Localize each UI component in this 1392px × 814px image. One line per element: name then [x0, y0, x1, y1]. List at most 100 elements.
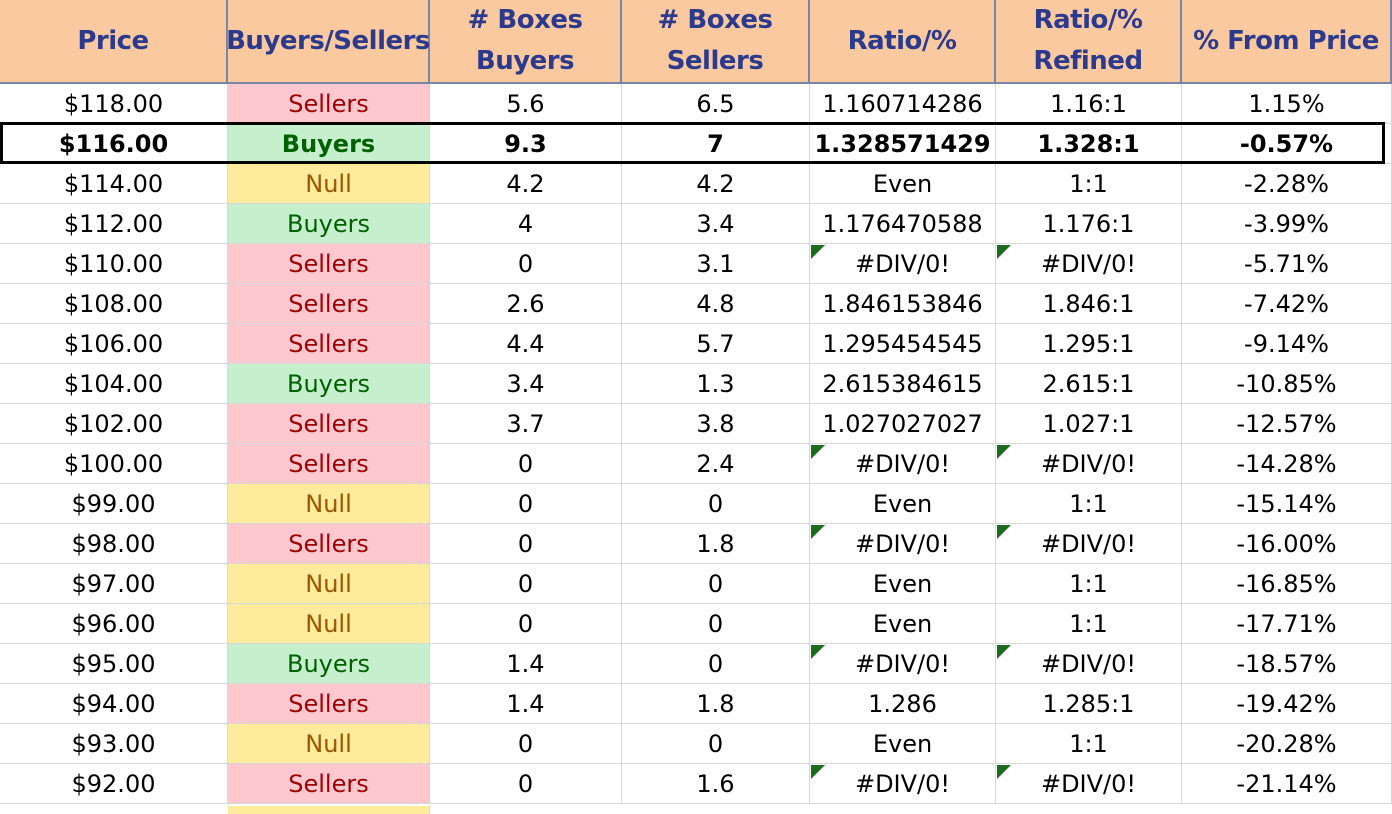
cell-boxes-sellers[interactable]: 0	[622, 724, 810, 764]
cell-boxes-sellers[interactable]: 0	[622, 564, 810, 604]
cell-price[interactable]: $98.00	[0, 524, 228, 564]
cell-buyers-sellers[interactable]: Sellers	[228, 324, 430, 364]
cell-price[interactable]: $102.00	[0, 404, 228, 444]
cell-ratio[interactable]: #DIV/0!	[810, 244, 996, 284]
cell-from-price[interactable]: -5.71%	[1182, 244, 1392, 284]
cell-from-price[interactable]: -3.99%	[1182, 204, 1392, 244]
header-buyers-sellers[interactable]: Buyers/Sellers	[226, 0, 430, 84]
error-indicator-icon[interactable]	[811, 245, 825, 259]
cell-ratio[interactable]: Even	[810, 564, 996, 604]
cell-buyers-sellers[interactable]: Sellers	[228, 684, 430, 724]
cell-boxes-sellers[interactable]: 0	[622, 484, 810, 524]
cell-ratio-refined[interactable]: 1.027:1	[996, 404, 1182, 444]
cell-boxes-buyers[interactable]: 4.2	[430, 164, 622, 204]
cell-from-price[interactable]: -15.14%	[1182, 484, 1392, 524]
cell-buyers-sellers[interactable]: Sellers	[228, 244, 430, 284]
cell-from-price[interactable]: -19.42%	[1182, 684, 1392, 724]
cell-ratio-refined[interactable]: 1:1	[996, 724, 1182, 764]
cell-from-price[interactable]: -17.71%	[1182, 604, 1392, 644]
cell-boxes-sellers[interactable]: 1.8	[622, 684, 810, 724]
header-ratio[interactable]: Ratio/%	[810, 0, 996, 84]
error-indicator-icon[interactable]	[811, 765, 825, 779]
cell-ratio-refined[interactable]: 1.295:1	[996, 324, 1182, 364]
cell-ratio[interactable]: #DIV/0!	[810, 644, 996, 684]
cell-boxes-sellers[interactable]: 6.5	[622, 84, 810, 124]
cell-ratio-refined[interactable]: 1.176:1	[996, 204, 1182, 244]
cell-buyers-sellers[interactable]: Sellers	[228, 404, 430, 444]
cell-ratio-refined[interactable]: #DIV/0!	[996, 524, 1182, 564]
cell-ratio[interactable]: Even	[810, 724, 996, 764]
cell-boxes-buyers[interactable]: 4	[430, 204, 622, 244]
error-indicator-icon[interactable]	[997, 245, 1011, 259]
cell-price[interactable]: $96.00	[0, 604, 228, 644]
cell-ratio-refined[interactable]: 1.285:1	[996, 684, 1182, 724]
cell-boxes-buyers[interactable]: 0	[430, 484, 622, 524]
cell-ratio-refined[interactable]: #DIV/0!	[996, 444, 1182, 484]
cell-boxes-sellers[interactable]: 5.7	[622, 324, 810, 364]
cell-from-price[interactable]: -12.57%	[1182, 404, 1392, 444]
cell-from-price[interactable]: -18.57%	[1182, 644, 1392, 684]
header-price[interactable]: Price	[0, 0, 228, 84]
cell-ratio[interactable]: 1.160714286	[810, 84, 996, 124]
header-ratio-refined[interactable]: Ratio/% Refined	[996, 0, 1182, 84]
header-boxes-buyers[interactable]: # Boxes Buyers	[430, 0, 622, 84]
cell-boxes-buyers[interactable]: 3.4	[430, 364, 622, 404]
error-indicator-icon[interactable]	[811, 645, 825, 659]
cell-price[interactable]: $94.00	[0, 684, 228, 724]
error-indicator-icon[interactable]	[997, 765, 1011, 779]
cell-buyers-sellers[interactable]: Sellers	[228, 84, 430, 124]
cell-price[interactable]: $108.00	[0, 284, 228, 324]
error-indicator-icon[interactable]	[811, 445, 825, 459]
cell-ratio[interactable]: Even	[810, 164, 996, 204]
cell-boxes-sellers[interactable]: 3.1	[622, 244, 810, 284]
cell-ratio[interactable]: 1.295454545	[810, 324, 996, 364]
cell-price[interactable]: $114.00	[0, 164, 228, 204]
error-indicator-icon[interactable]	[811, 525, 825, 539]
cell-ratio-refined[interactable]: 1.328:1	[996, 124, 1182, 164]
cell-from-price[interactable]: -9.14%	[1182, 324, 1392, 364]
cell-from-price[interactable]: -16.85%	[1182, 564, 1392, 604]
cell-buyers-sellers[interactable]: Sellers	[228, 284, 430, 324]
cell-from-price[interactable]: -7.42%	[1182, 284, 1392, 324]
cell-ratio[interactable]: 1.027027027	[810, 404, 996, 444]
cell-price[interactable]: $95.00	[0, 644, 228, 684]
error-indicator-icon[interactable]	[997, 645, 1011, 659]
cell-from-price[interactable]: -16.00%	[1182, 524, 1392, 564]
cell-boxes-buyers[interactable]: 0	[430, 244, 622, 284]
cell-boxes-buyers[interactable]: 2.6	[430, 284, 622, 324]
cell-boxes-buyers[interactable]: 3.7	[430, 404, 622, 444]
cell-boxes-buyers[interactable]: 0	[430, 564, 622, 604]
cell-ratio-refined[interactable]: #DIV/0!	[996, 644, 1182, 684]
cell-ratio-refined[interactable]: 1.846:1	[996, 284, 1182, 324]
cell-buyers-sellers[interactable]: Sellers	[228, 524, 430, 564]
cell-ratio[interactable]: 1.846153846	[810, 284, 996, 324]
cell-ratio-refined[interactable]: 1:1	[996, 604, 1182, 644]
cell-ratio-refined[interactable]: #DIV/0!	[996, 244, 1182, 284]
cell-price[interactable]: $118.00	[0, 84, 228, 124]
cell-ratio-refined[interactable]: #DIV/0!	[996, 764, 1182, 804]
cell-ratio-refined[interactable]: 2.615:1	[996, 364, 1182, 404]
cell-from-price[interactable]: -21.14%	[1182, 764, 1392, 804]
cell-boxes-buyers[interactable]: 9.3	[430, 124, 622, 164]
cell-price[interactable]: $110.00	[0, 244, 228, 284]
cell-boxes-sellers[interactable]: 3.4	[622, 204, 810, 244]
cell-boxes-sellers[interactable]: 2.4	[622, 444, 810, 484]
cell-boxes-buyers[interactable]: 1.4	[430, 684, 622, 724]
cell-ratio[interactable]: Even	[810, 484, 996, 524]
cell-buyers-sellers[interactable]: Buyers	[228, 364, 430, 404]
error-indicator-icon[interactable]	[997, 445, 1011, 459]
cell-ratio-refined[interactable]: 1:1	[996, 164, 1182, 204]
cell-price[interactable]: $104.00	[0, 364, 228, 404]
cell-buyers-sellers[interactable]: Null	[228, 564, 430, 604]
cell-ratio[interactable]: #DIV/0!	[810, 764, 996, 804]
cell-boxes-buyers[interactable]: 1.4	[430, 644, 622, 684]
cell-boxes-sellers[interactable]: 0	[622, 604, 810, 644]
cell-buyers-sellers[interactable]: Null	[228, 484, 430, 524]
cell-buyers-sellers[interactable]: Sellers	[228, 444, 430, 484]
cell-boxes-sellers[interactable]: 4.2	[622, 164, 810, 204]
cell-price[interactable]: $112.00	[0, 204, 228, 244]
cell-price[interactable]: $97.00	[0, 564, 228, 604]
cell-buyers-sellers[interactable]: Buyers	[228, 644, 430, 684]
error-indicator-icon[interactable]	[997, 525, 1011, 539]
header-boxes-sellers[interactable]: # Boxes Sellers	[622, 0, 810, 84]
